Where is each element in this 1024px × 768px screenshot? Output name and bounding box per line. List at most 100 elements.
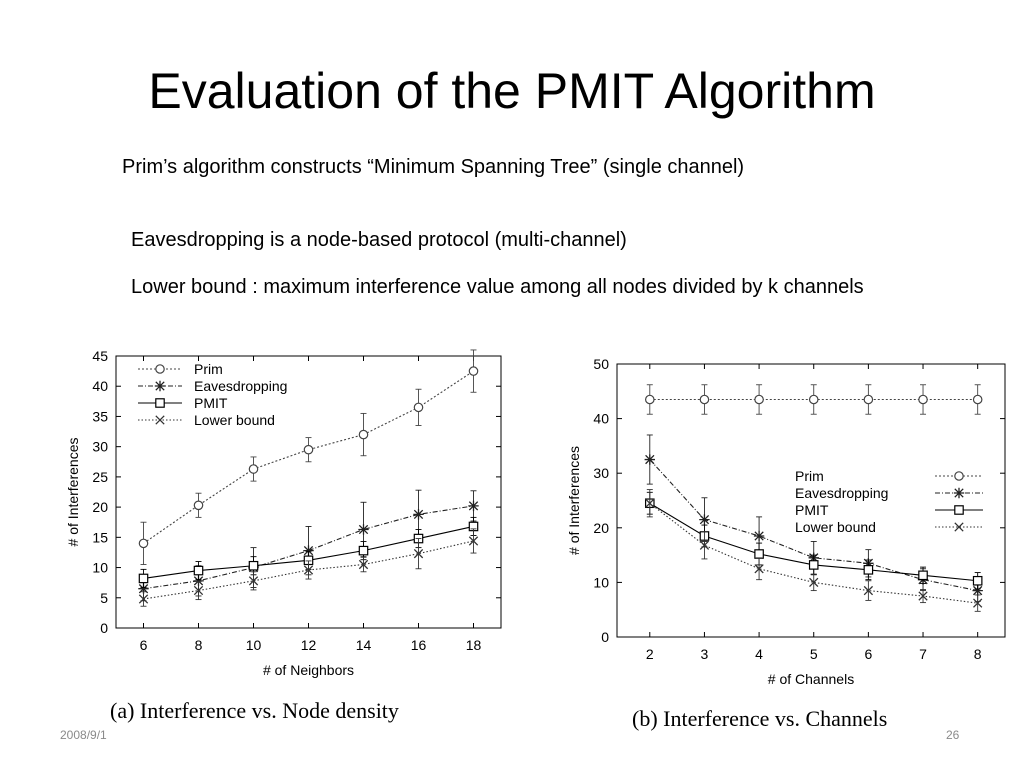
- y-tick-label: 10: [92, 560, 108, 576]
- caption-channels: (b) Interference vs. Channels: [632, 706, 888, 731]
- legend-label: Eavesdropping: [795, 485, 888, 501]
- data-point: [193, 565, 204, 576]
- y-tick-label: 10: [593, 574, 609, 590]
- data-point: [808, 560, 819, 570]
- x-tick-label: 6: [140, 637, 148, 653]
- y-tick-label: 20: [593, 520, 609, 536]
- chart-node-density: 0 5 10 15 20 25 30 35 40 45 6 8 10 12 14 16 18 # of Neigh…: [65, 348, 502, 678]
- y-tick-label: 40: [92, 378, 108, 394]
- y-tick-label: 15: [92, 529, 108, 545]
- data-point: [468, 536, 479, 546]
- x-tick-label: 8: [195, 637, 203, 653]
- data-point: [303, 444, 314, 455]
- legend-marker: [954, 522, 964, 532]
- x-tick-label: 14: [356, 637, 372, 653]
- data-point: [918, 591, 928, 601]
- x-axis-label: # of Neighbors: [263, 662, 354, 678]
- x-tick-label: 10: [246, 637, 262, 653]
- y-tick-label: 40: [593, 411, 609, 427]
- data-point: [138, 538, 149, 549]
- data-point: [863, 565, 874, 575]
- x-tick-label: 3: [701, 646, 709, 662]
- data-point: [303, 565, 314, 575]
- data-point: [193, 575, 204, 587]
- plot-frame: [115, 355, 502, 629]
- legend-marker: [155, 398, 165, 408]
- y-tick-label: 25: [92, 469, 108, 485]
- data-point: [248, 576, 259, 586]
- data-point: [193, 500, 204, 511]
- legend-marker: [953, 487, 965, 499]
- data-point: [644, 394, 655, 405]
- x-tick-label: 8: [974, 646, 982, 662]
- data-point: [303, 545, 314, 556]
- data-point: [138, 573, 149, 584]
- y-tick-label: 30: [593, 465, 609, 481]
- legend-label: Lower bound: [194, 412, 275, 428]
- data-point: [468, 366, 479, 376]
- y-tick-label: 35: [92, 408, 108, 424]
- data-point: [918, 570, 928, 581]
- y-tick-label: 30: [92, 439, 108, 455]
- x-tick-label: 7: [919, 646, 927, 662]
- x-tick-label: 2: [646, 646, 654, 662]
- x-tick-label: 18: [466, 637, 482, 653]
- y-tick-label: 50: [593, 356, 609, 372]
- data-point: [754, 394, 764, 405]
- y-tick-label: 5: [100, 590, 108, 606]
- data-point: [468, 500, 479, 512]
- footer-date: 2008/9/1: [60, 728, 107, 742]
- legend-label: PMIT: [194, 395, 228, 411]
- data-point: [413, 509, 424, 520]
- bullet-lower-bound: Lower bound : maximum interference value…: [131, 276, 864, 298]
- y-axis-label: # of Interferences: [566, 446, 582, 555]
- data-point: [248, 464, 259, 474]
- caption-node-density: (a) Interference vs. Node density: [110, 698, 399, 723]
- legend-marker: [954, 471, 964, 481]
- x-axis-label: # of Channels: [768, 671, 854, 687]
- bullet-prim: Prim’s algorithm constructs “Minimum Spa…: [122, 156, 745, 178]
- x-tick-label: 4: [755, 646, 763, 662]
- legend-marker: [954, 505, 964, 515]
- y-tick-label: 20: [92, 499, 108, 515]
- data-point: [138, 594, 149, 604]
- y-tick-label: 0: [601, 629, 609, 645]
- legend-label: Prim: [795, 468, 824, 484]
- y-tick-label: 0: [100, 620, 108, 636]
- data-point: [972, 585, 983, 596]
- y-tick-label: 45: [92, 348, 108, 364]
- data-point: [809, 577, 819, 588]
- plot-frame: [616, 363, 1006, 638]
- data-point: [413, 402, 424, 413]
- data-point: [138, 583, 149, 594]
- data-point: [358, 524, 369, 535]
- data-point: [358, 429, 369, 440]
- data-point: [358, 545, 369, 556]
- x-tick-label: 5: [810, 646, 818, 662]
- legend-label: Prim: [194, 361, 223, 377]
- legend-label: Lower bound: [795, 519, 876, 535]
- y-axis-label: # of Interferences: [65, 438, 81, 547]
- data-point: [754, 564, 764, 574]
- data-point: [918, 394, 928, 405]
- data-point: [699, 540, 710, 550]
- data-point: [973, 598, 983, 608]
- slide-title: Evaluation of the PMIT Algorithm: [148, 63, 876, 119]
- data-point: [863, 585, 874, 596]
- data-point: [699, 394, 710, 405]
- x-tick-label: 16: [411, 637, 427, 653]
- bullet-eavesdropping: Eavesdropping is a node-based protocol (…: [131, 229, 627, 251]
- x-tick-label: 12: [301, 637, 317, 653]
- data-point: [972, 575, 983, 586]
- x-tick-label: 6: [864, 646, 872, 662]
- legend-marker: [155, 364, 165, 374]
- legend-label: Eavesdropping: [194, 378, 287, 394]
- data-point: [753, 530, 765, 542]
- data-point: [193, 585, 204, 596]
- data-point: [972, 394, 983, 405]
- legend-marker: [155, 415, 165, 425]
- legend-marker: [154, 380, 166, 392]
- legend-label: PMIT: [795, 502, 829, 518]
- data-point: [699, 514, 710, 525]
- data-point: [358, 559, 369, 570]
